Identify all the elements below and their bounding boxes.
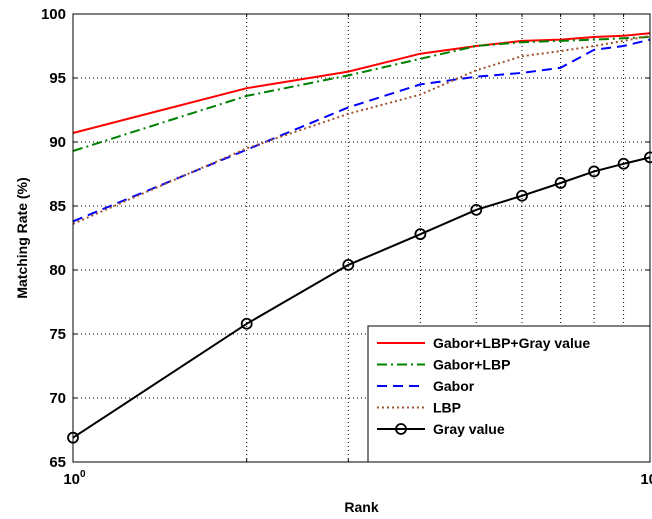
y-tick-labels: 65 70 75 80 85 90 95 100 [41,6,66,471]
series-line [72,38,651,223]
series-line [72,36,651,152]
x-tick-label: 10 [640,471,652,488]
series-lbp [72,34,651,225]
y-tick-label: 65 [49,454,66,471]
legend-label: Gray value [433,421,505,437]
x-tick-label-exponent: 0 [80,469,86,480]
y-tick-label: 70 [49,390,66,407]
series-line [72,156,651,439]
plot-frame [72,13,651,463]
legend-marker [395,423,407,435]
data-point [588,165,600,178]
x-axis-label: Rank [344,499,378,515]
legend-item: Gabor+LBP [377,357,510,373]
legend-label: Gabor+LBP [433,357,510,373]
series-line [72,34,651,225]
legend: Gabor+LBP+Gray value Gabor+LBP Gabor LBP Gra… [367,325,651,463]
legend-label: Gabor [433,378,475,394]
y-tick-label: 90 [49,134,66,151]
grid-lines [73,14,650,462]
y-tick-label: 100 [41,6,66,23]
y-axis-label: Matching Rate (%) [14,177,30,298]
legend-label: LBP [433,400,461,416]
legend-item: Gabor+LBP+Gray value [377,335,590,351]
data-point [240,317,253,330]
legend-box [367,325,651,463]
y-tick-label: 75 [49,326,66,343]
series-gabor [72,38,651,223]
y-tick-label: 85 [49,198,66,215]
legend-label: Gabor+LBP+Gray value [433,335,590,351]
y-tick-label: 80 [49,262,66,279]
series-gabor-lbp [72,36,651,152]
series-layer [67,32,652,444]
data-point [516,189,528,202]
x-tick-labels: 100101 [63,469,652,488]
data-point [342,258,355,271]
data-point [470,203,483,216]
y-tick-label: 95 [49,70,66,87]
legend-item: LBP [377,400,461,416]
legend-item: Gray value [377,421,505,437]
x-tick-label: 10 [63,471,80,488]
data-point [414,228,427,241]
data-point [617,157,630,170]
data-point [554,177,567,189]
legend-item: Gabor [377,378,475,394]
